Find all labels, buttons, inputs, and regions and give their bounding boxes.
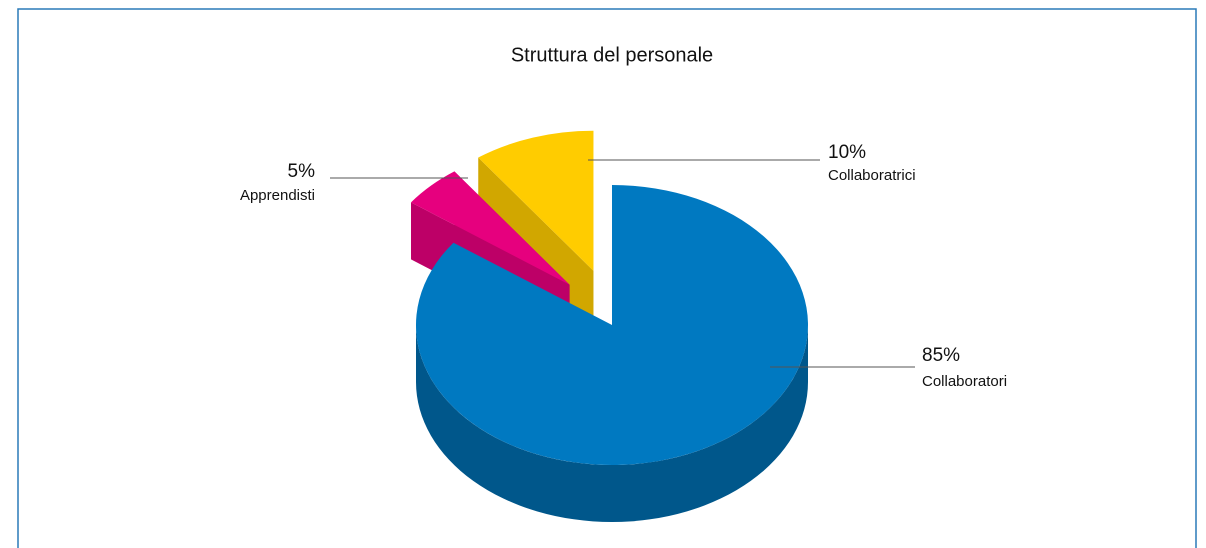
slice-side — [416, 325, 808, 522]
category-label: Collaboratori — [922, 373, 1007, 390]
slice — [411, 171, 570, 285]
slice — [416, 185, 808, 465]
chart-title: Struttura del personale — [511, 44, 713, 66]
category-label: Apprendisti — [240, 187, 315, 204]
slice — [478, 130, 594, 271]
value-label: 85% — [922, 345, 960, 366]
category-label: Collaboratrici — [828, 167, 916, 184]
value-label: 5% — [288, 161, 316, 182]
value-label: 10% — [828, 142, 866, 163]
frame — [17, 8, 1197, 548]
